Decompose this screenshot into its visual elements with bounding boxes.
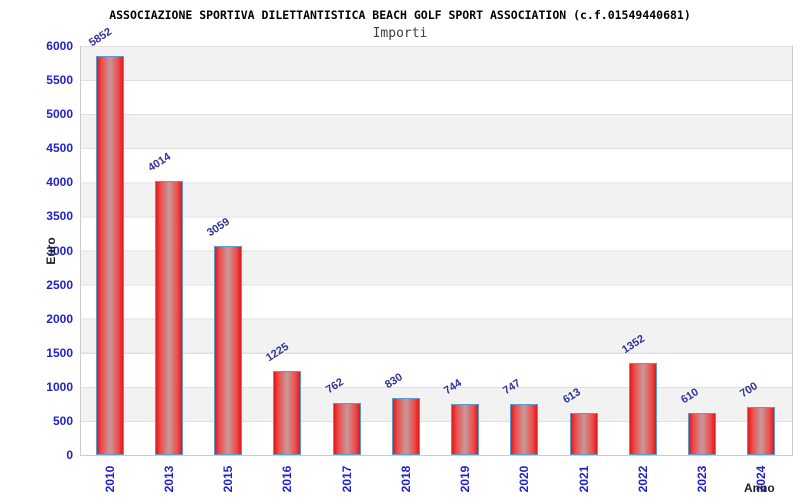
x-tick-label-2010: 2010 — [102, 465, 117, 493]
x-axis-title: Anno — [744, 481, 775, 495]
bar-2024 — [747, 407, 776, 455]
bar-2020 — [510, 404, 539, 455]
y-tick-label: 2000 — [46, 311, 73, 326]
bar-2010 — [95, 56, 124, 455]
x-tick-label-2018: 2018 — [398, 465, 413, 493]
x-tick-label-2021: 2021 — [576, 465, 591, 493]
bar-2013 — [154, 181, 183, 455]
y-tick-label: 0 — [66, 448, 73, 462]
y-tick-label: 3000 — [46, 243, 73, 258]
y-axis-title: Euro — [44, 237, 58, 265]
bar-2016 — [273, 371, 302, 455]
y-tick-label: 2500 — [46, 277, 73, 292]
bar-2021 — [569, 413, 598, 455]
y-tick-label: 500 — [52, 413, 73, 428]
y-tick-label: 5500 — [46, 73, 73, 88]
y-tick-label: 4500 — [46, 141, 73, 156]
bar-2023 — [688, 413, 717, 455]
x-tick-label-2013: 2013 — [161, 465, 176, 493]
y-tick-label: 3500 — [46, 209, 73, 224]
y-tick-label: 6000 — [46, 39, 73, 53]
bar-2018 — [391, 398, 420, 455]
bar-2015 — [214, 246, 243, 455]
y-tick-label: 1500 — [46, 345, 73, 360]
x-tick-label-2023: 2023 — [695, 465, 710, 493]
x-tick-label-2020: 2020 — [517, 465, 532, 493]
bar-2017 — [332, 403, 361, 455]
plot-area — [80, 46, 793, 456]
y-tick-label: 4000 — [46, 175, 73, 190]
y-tick-label: 5000 — [46, 107, 73, 122]
bar-2022 — [628, 362, 657, 455]
x-tick-label-2019: 2019 — [458, 465, 473, 493]
bar-2019 — [451, 404, 480, 455]
chart-title: ASSOCIAZIONE SPORTIVA DILETTANTISTICA BE… — [109, 8, 691, 22]
y-tick-label: 1000 — [46, 379, 73, 394]
x-tick-label-2015: 2015 — [221, 465, 236, 493]
x-tick-label-2017: 2017 — [339, 465, 354, 493]
x-tick-label-2022: 2022 — [635, 465, 650, 493]
chart-subtitle: Importi — [372, 26, 428, 41]
x-tick-label-2016: 2016 — [280, 465, 295, 493]
